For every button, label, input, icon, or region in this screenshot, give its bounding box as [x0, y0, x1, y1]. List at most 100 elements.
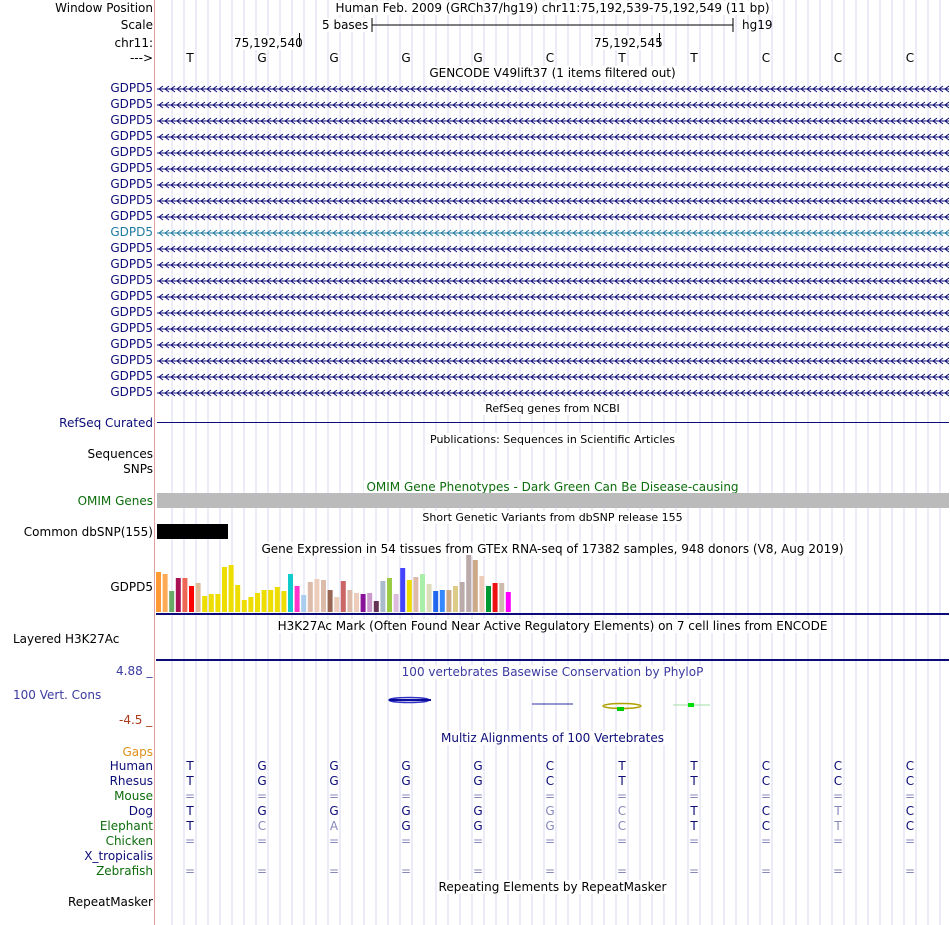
gencode-row-label[interactable]: GDPD5: [110, 273, 153, 287]
gaps-label[interactable]: Gaps: [122, 745, 153, 759]
scale-label: Scale: [120, 18, 153, 32]
gencode-transcript[interactable]: [155, 275, 949, 287]
gencode-transcript[interactable]: [155, 243, 949, 255]
alignment-base: G: [329, 804, 339, 818]
phylop-plot[interactable]: [155, 690, 950, 720]
alignment-base: =: [184, 864, 196, 878]
gencode-transcript[interactable]: [155, 259, 949, 271]
gencode-row-label[interactable]: GDPD5: [110, 193, 153, 207]
gencode-row-label[interactable]: GDPD5: [110, 81, 153, 95]
alignment-base: C: [545, 774, 555, 788]
gencode-transcript[interactable]: [155, 371, 949, 383]
gencode-transcript[interactable]: [155, 179, 949, 191]
chrom-label: chr11:: [114, 36, 153, 50]
gencode-row-label[interactable]: GDPD5: [110, 209, 153, 223]
gencode-row-label[interactable]: GDPD5: [110, 225, 153, 239]
gencode-transcript[interactable]: [155, 163, 949, 175]
omim-bar[interactable]: [157, 493, 949, 508]
gtex-bar: [499, 583, 505, 612]
gencode-row-label[interactable]: GDPD5: [110, 321, 153, 335]
gencode-transcript[interactable]: [155, 211, 949, 223]
refseq-label[interactable]: RefSeq Curated: [59, 416, 153, 430]
assembly-position: Human Feb. 2009 (GRCh37/hg19) chr11:75,1…: [333, 1, 772, 15]
strand-arrows: [158, 373, 949, 381]
phylop-label[interactable]: 100 Vert. Cons: [13, 688, 102, 702]
gencode-row-label[interactable]: GDPD5: [110, 257, 153, 271]
repeatmasker-label[interactable]: RepeatMasker: [67, 895, 153, 909]
gtex-bar: [446, 590, 452, 612]
refseq-gene-line[interactable]: [157, 422, 949, 423]
species-label[interactable]: Zebrafish: [96, 864, 153, 878]
gencode-transcript[interactable]: [155, 83, 949, 95]
alignment-base: G: [329, 774, 339, 788]
gencode-row-label[interactable]: GDPD5: [110, 337, 153, 351]
gencode-transcript[interactable]: [155, 307, 949, 319]
gencode-transcript[interactable]: [155, 227, 949, 239]
gencode-row-label[interactable]: GDPD5: [110, 385, 153, 399]
gtex-bar: [453, 586, 458, 612]
base-letter: G: [329, 51, 339, 65]
sequences-label[interactable]: Sequences: [87, 447, 153, 461]
base-letter: C: [761, 51, 771, 65]
alignment-base: T: [690, 819, 698, 833]
gencode-transcript[interactable]: [155, 387, 949, 399]
alignment-base: G: [401, 819, 411, 833]
strand-arrows: [158, 101, 949, 109]
gencode-row-label[interactable]: GDPD5: [110, 97, 153, 111]
gencode-row-label[interactable]: GDPD5: [110, 177, 153, 191]
gencode-row-label[interactable]: GDPD5: [110, 241, 153, 255]
base-letter: C: [545, 51, 555, 65]
alignment-base: G: [545, 804, 555, 818]
species-label[interactable]: Elephant: [99, 819, 153, 833]
species-label[interactable]: Mouse: [114, 789, 153, 803]
gtex-bar: [321, 580, 326, 612]
alignment-base: G: [257, 774, 267, 788]
gtex-bar-chart[interactable]: [155, 555, 950, 613]
gtex-label[interactable]: GDPD5: [110, 580, 153, 594]
gencode-row-label[interactable]: GDPD5: [110, 305, 153, 319]
gtex-bar: [222, 567, 227, 612]
strand-arrows: [158, 181, 949, 189]
dbsnp-label[interactable]: Common dbSNP(155): [23, 525, 153, 539]
alignment-base: C: [905, 759, 915, 773]
species-label[interactable]: Human: [109, 759, 153, 773]
gencode-row-label[interactable]: GDPD5: [110, 113, 153, 127]
window-position-label: Window Position: [55, 1, 153, 15]
gencode-row-label[interactable]: GDPD5: [110, 161, 153, 175]
gtex-bar: [380, 581, 386, 612]
gencode-transcript[interactable]: [155, 291, 949, 303]
gencode-transcript[interactable]: [155, 99, 949, 111]
gencode-transcript[interactable]: [155, 323, 949, 335]
species-label[interactable]: X_tropicalis: [84, 849, 153, 863]
alignment-base: =: [688, 834, 700, 848]
strand-arrows: [158, 117, 949, 125]
gencode-transcript[interactable]: [155, 131, 949, 143]
gencode-transcript[interactable]: [155, 115, 949, 127]
species-label[interactable]: Dog: [128, 804, 153, 818]
gencode-row-label[interactable]: GDPD5: [110, 289, 153, 303]
gtex-bar: [294, 586, 300, 612]
refseq-title: RefSeq genes from NCBI: [483, 402, 622, 415]
species-label[interactable]: Rhesus: [109, 774, 153, 788]
alignment-base: =: [904, 864, 916, 878]
strand-arrows: [158, 261, 949, 269]
gencode-transcript[interactable]: [155, 147, 949, 159]
omim-label[interactable]: OMIM Genes: [77, 494, 153, 508]
snps-label[interactable]: SNPs: [123, 462, 153, 476]
h3k27ac-label[interactable]: Layered H3K27Ac: [13, 632, 120, 646]
strand-arrows: [158, 341, 949, 349]
gtex-bar: [327, 590, 333, 612]
gencode-row-label[interactable]: GDPD5: [110, 353, 153, 367]
alignment-base: =: [328, 789, 340, 803]
gencode-row-label[interactable]: GDPD5: [110, 145, 153, 159]
gencode-transcript[interactable]: [155, 195, 949, 207]
species-label[interactable]: Chicken: [105, 834, 153, 848]
gencode-transcript[interactable]: [155, 339, 949, 351]
gtex-bar: [281, 591, 287, 612]
gtex-bar: [228, 565, 234, 612]
gtex-bar: [248, 597, 254, 612]
gencode-transcript[interactable]: [155, 355, 949, 367]
gencode-row-label[interactable]: GDPD5: [110, 369, 153, 383]
dbsnp-variant[interactable]: [157, 524, 228, 539]
gencode-row-label[interactable]: GDPD5: [110, 129, 153, 143]
